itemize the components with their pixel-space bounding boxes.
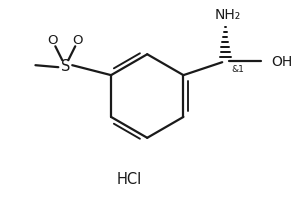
Text: S: S [61, 58, 70, 73]
Text: &1: &1 [231, 64, 244, 73]
Text: O: O [72, 34, 83, 47]
Text: O: O [47, 34, 58, 47]
Text: NH₂: NH₂ [215, 8, 241, 22]
Text: HCl: HCl [117, 171, 142, 186]
Text: OH: OH [271, 55, 292, 69]
